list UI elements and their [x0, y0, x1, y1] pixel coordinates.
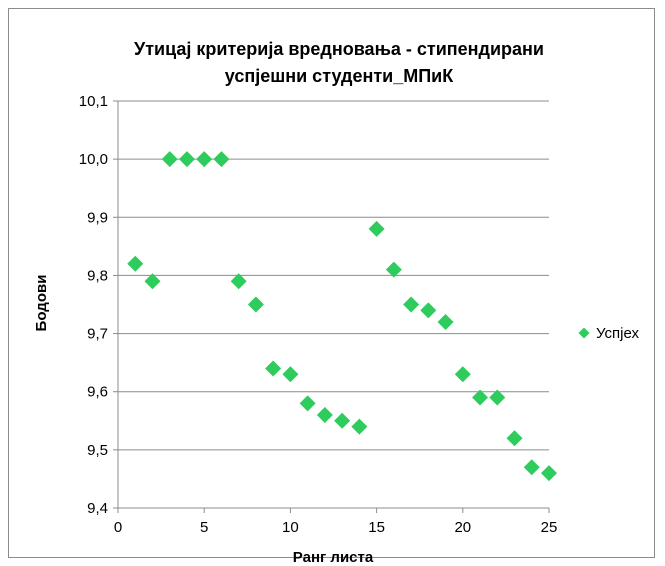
data-point	[265, 360, 282, 377]
x-tick-label: 5	[200, 519, 208, 536]
x-tick-label: 20	[454, 519, 471, 536]
data-point	[472, 389, 489, 406]
y-tick-labels: 9,4 9,5 9,6 9,7 9,8 9,9 10,0 10,1	[79, 93, 108, 517]
data-points	[127, 151, 557, 482]
y-tick-label: 9,8	[87, 267, 108, 284]
y-tick-label: 9,9	[87, 209, 108, 226]
data-point	[420, 302, 437, 319]
y-tick-label: 9,5	[87, 442, 108, 459]
data-point	[523, 459, 540, 476]
data-point	[196, 151, 213, 168]
data-point	[282, 366, 299, 383]
data-point	[247, 296, 264, 313]
data-point	[178, 151, 195, 168]
data-point	[403, 296, 420, 313]
data-point	[127, 255, 144, 272]
data-point	[299, 395, 316, 412]
chart-title-line-2: успјешни студенти_МПиК	[225, 66, 454, 86]
data-point	[506, 430, 523, 447]
x-axis-title: Ранг листа	[293, 549, 374, 566]
data-point	[385, 261, 402, 278]
axes	[113, 100, 550, 513]
data-point	[144, 273, 161, 290]
chart-frame	[8, 8, 655, 558]
data-point	[437, 313, 454, 330]
data-point	[161, 151, 178, 168]
x-tick-label: 15	[368, 519, 385, 536]
y-tick-label: 10,1	[79, 93, 108, 110]
data-point	[351, 418, 368, 435]
legend-marker	[578, 327, 590, 339]
data-point	[368, 220, 385, 237]
data-point	[454, 366, 471, 383]
data-point	[316, 406, 333, 423]
data-point	[230, 273, 247, 290]
legend-marker-diamond	[578, 327, 590, 339]
data-point	[541, 465, 557, 482]
x-tick-label: 10	[282, 519, 299, 536]
y-axis-title: Бодови	[33, 275, 50, 332]
data-point	[489, 389, 506, 406]
gridlines	[118, 100, 549, 451]
x-tick-label: 0	[114, 519, 122, 536]
y-tick-label: 9,6	[87, 384, 108, 401]
y-tick-label: 10,0	[79, 151, 108, 168]
legend-label: Успјех	[596, 325, 639, 342]
x-tick-labels: 0 5 10 15 20 25	[114, 519, 558, 536]
y-tick-label: 9,4	[87, 500, 108, 517]
data-point	[213, 151, 230, 168]
x-tick-label: 25	[541, 519, 558, 536]
y-tick-label: 9,7	[87, 326, 108, 343]
legend: Успјех	[578, 325, 639, 342]
data-point	[334, 412, 351, 429]
chart-title-line-1: Утицај критерија вредновања - стипендира…	[134, 39, 544, 59]
